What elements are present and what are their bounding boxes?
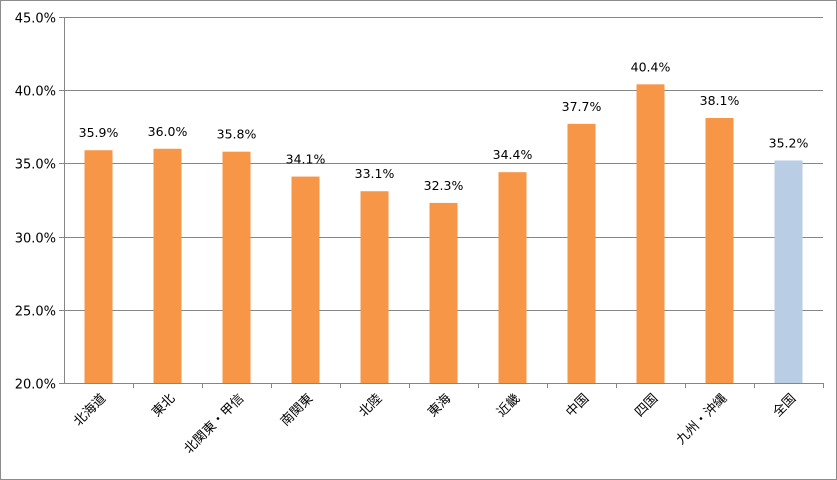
bar [153,148,182,383]
bars [84,84,803,384]
y-tick-label: 20.0% [15,378,56,393]
category-label: 近畿 [494,391,523,420]
y-tick-label: 30.0% [15,232,56,247]
y-axis-ticks: 20.0% 25.0% 30.0% 35.0% 40.0% 45.0% [15,12,64,393]
data-label: 38.1% [700,93,740,108]
bar [567,123,596,383]
y-tick-label: 35.0% [15,158,56,173]
data-label: 34.4% [493,147,533,162]
category-label: 北陸 [356,391,386,421]
data-label: 37.7% [562,99,602,114]
data-label: 33.1% [355,166,395,181]
bar [429,202,458,383]
data-label: 35.8% [217,127,257,142]
category-label: 九州・沖縄 [674,391,731,448]
bar [774,160,803,383]
y-tick-label: 45.0% [15,12,56,27]
bar [360,191,389,383]
bar [291,176,320,383]
category-label: 南関東 [277,391,316,430]
category-label: 東海 [425,391,455,421]
bar [222,151,251,383]
data-label: 32.3% [424,178,464,193]
y-tick-label: 40.0% [15,85,56,100]
bar [636,84,665,384]
category-labels: 北海道 東北 北関東・甲信 南関東 北陸 東海 近畿 中国 四国 九州・沖縄 全国 [71,391,799,457]
category-label: 北関東・甲信 [181,391,247,457]
bar [498,172,527,383]
data-label: 35.9% [79,125,119,140]
category-label: 全国 [770,391,800,421]
category-label: 北海道 [71,391,109,429]
y-tick-label: 25.0% [15,305,56,320]
category-label: 中国 [563,391,592,420]
axes [64,17,824,388]
category-label: 四国 [632,391,661,420]
data-label: 40.4% [631,59,671,74]
data-label: 34.1% [286,152,326,167]
bar [84,150,113,383]
bar [705,118,734,384]
data-labels: 35.9% 36.0% 35.8% 34.1% 33.1% 32.3% 34.4% 37.7%… [79,59,809,193]
data-label: 35.2% [769,135,809,150]
category-label: 東北 [149,391,179,421]
data-label: 36.0% [148,124,188,139]
gridlines [64,17,823,311]
